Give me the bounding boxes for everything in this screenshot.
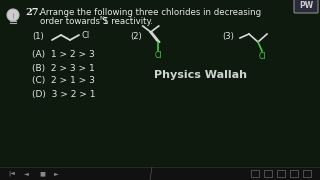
Bar <box>277 170 285 177</box>
FancyBboxPatch shape <box>294 0 318 13</box>
Text: Physics Wallah: Physics Wallah <box>154 70 246 80</box>
Text: ◄: ◄ <box>24 171 28 176</box>
Text: ►: ► <box>54 171 58 176</box>
Text: (C)  2 > 1 > 3: (C) 2 > 1 > 3 <box>32 76 95 86</box>
Bar <box>290 170 298 177</box>
Bar <box>251 170 259 177</box>
Text: 27.: 27. <box>25 8 42 17</box>
Text: Cl: Cl <box>258 52 266 61</box>
Bar <box>303 170 311 177</box>
Text: (1): (1) <box>32 33 44 42</box>
Text: 1 reactivity.: 1 reactivity. <box>103 17 153 26</box>
Text: (D)  3 > 2 > 1: (D) 3 > 2 > 1 <box>32 89 95 98</box>
Text: PW: PW <box>299 1 313 10</box>
Text: N: N <box>99 15 104 21</box>
Text: (B)  2 > 3 > 1: (B) 2 > 3 > 1 <box>32 64 95 73</box>
Bar <box>0 167 320 180</box>
Text: Arrange the following three chlorides in decreasing: Arrange the following three chlorides in… <box>40 8 261 17</box>
Text: (A)  1 > 2 > 3: (A) 1 > 2 > 3 <box>32 50 95 59</box>
Text: (3): (3) <box>222 33 234 42</box>
Text: (2): (2) <box>130 33 142 42</box>
Text: order towards S: order towards S <box>40 17 108 26</box>
Text: Cl: Cl <box>154 51 162 60</box>
Text: Cl: Cl <box>81 30 89 39</box>
Text: |◄: |◄ <box>9 171 15 176</box>
Text: ■: ■ <box>39 171 45 176</box>
Bar <box>264 170 272 177</box>
Circle shape <box>7 9 19 21</box>
